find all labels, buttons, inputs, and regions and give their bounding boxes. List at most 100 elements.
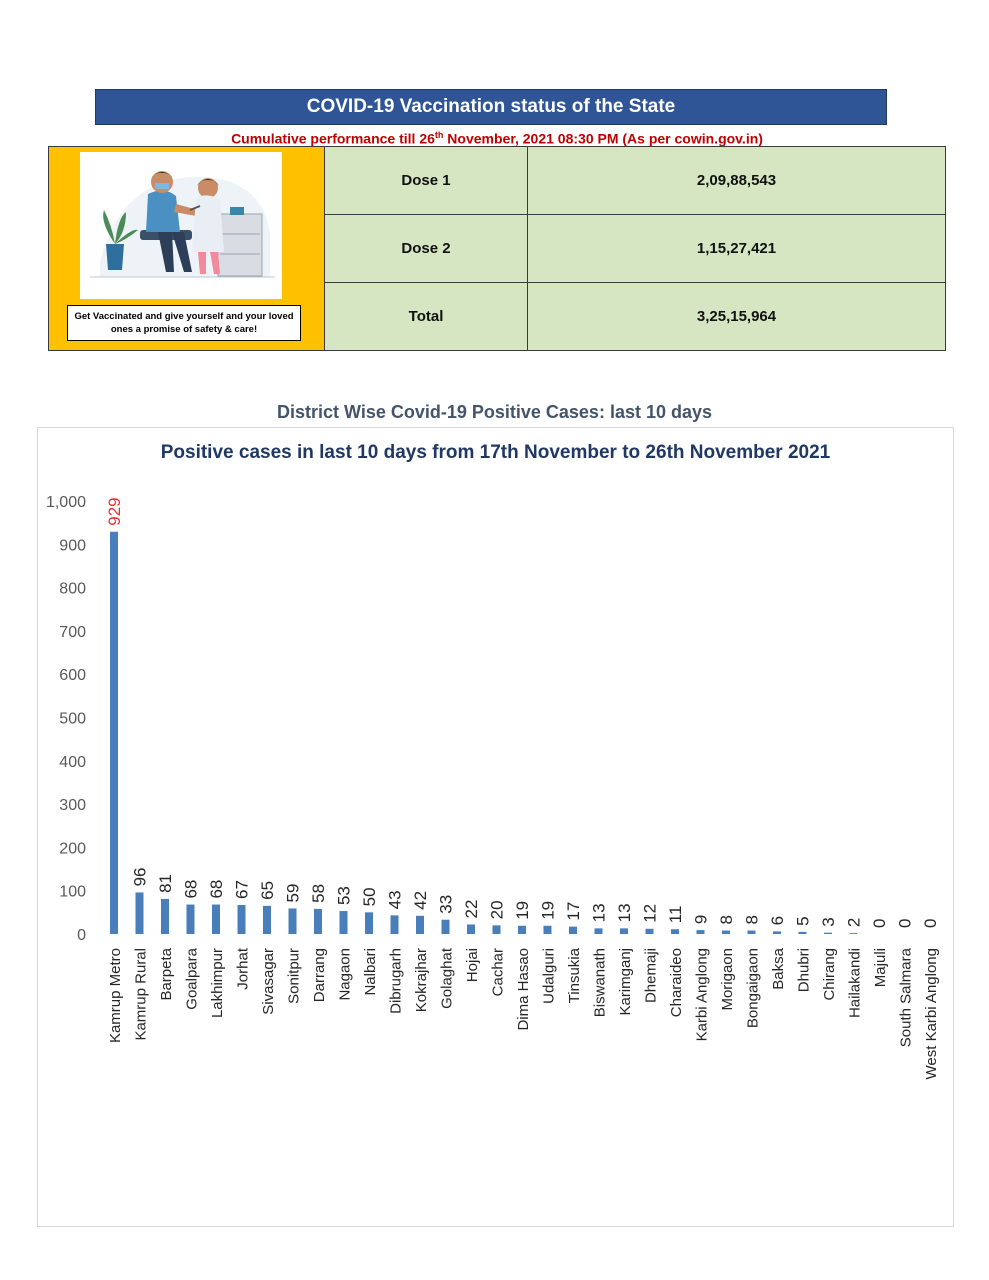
data-label: 0 (870, 919, 889, 928)
subtitle-part-2: November, 2021 08:30 PM (As per cowin.go… (443, 130, 763, 147)
x-tick-label: West Karbi Anglong (923, 948, 940, 1079)
bar (314, 908, 322, 934)
y-tick-label: 800 (59, 581, 86, 598)
bar (594, 928, 603, 934)
data-label: 13 (615, 903, 634, 922)
x-tick-label: Kamrup Rural (133, 948, 150, 1041)
bar (237, 904, 246, 934)
bar (212, 904, 220, 934)
x-tick-label: Cachar (490, 948, 507, 996)
bar (696, 930, 705, 934)
bar (824, 932, 832, 934)
y-tick-label: 700 (59, 624, 86, 641)
data-label: 11 (666, 906, 685, 924)
bar (110, 531, 118, 934)
y-tick-label: 1,000 (46, 494, 86, 511)
total-label: Total (324, 282, 528, 351)
x-tick-label: Tinsukia (566, 947, 583, 1003)
data-label: 5 (794, 916, 813, 925)
y-tick-label: 500 (59, 711, 86, 728)
x-tick-label: Dhubri (796, 948, 813, 992)
x-tick-label: Majuli (872, 948, 889, 987)
vaccination-subtitle: Cumulative performance till 26th Novembe… (48, 126, 946, 148)
data-label: 67 (233, 880, 252, 899)
section-title: District Wise Covid-19 Positive Cases: l… (276, 402, 713, 422)
y-tick-label: 900 (59, 537, 86, 554)
total-value: 3,25,15,964 (527, 282, 946, 351)
x-tick-label: Sivasagar (260, 948, 277, 1015)
data-label: 6 (768, 916, 787, 925)
x-tick-label: Baksa (770, 947, 787, 989)
data-label: 43 (386, 890, 405, 909)
x-tick-label: Morigaon (719, 948, 736, 1011)
x-tick-label: Biswanath (592, 948, 609, 1017)
x-tick-label: Dhemaji (643, 948, 660, 1003)
data-label: 0 (896, 919, 915, 928)
x-tick-label: Goalpara (184, 947, 201, 1009)
bar (416, 915, 424, 934)
chart-container: Positive cases in last 10 days from 17th… (37, 427, 954, 1227)
vaccination-banner-title: COVID-19 Vaccination status of the State (95, 89, 887, 125)
subtitle-part-1: Cumulative performance till 26 (231, 130, 435, 147)
x-tick-label: Darrang (311, 948, 328, 1002)
data-label: 13 (590, 903, 609, 922)
data-label: 17 (564, 902, 583, 921)
data-label: 12 (641, 904, 660, 923)
y-tick-label: 200 (59, 840, 86, 857)
bar (773, 931, 781, 934)
y-tick-label: 100 (59, 884, 86, 901)
data-label: 68 (207, 880, 226, 899)
y-tick-label: 400 (59, 754, 86, 771)
bar (722, 930, 730, 934)
x-tick-label: Nalbari (362, 948, 379, 996)
bar (492, 925, 501, 934)
dose-1-value: 2,09,88,543 (527, 146, 946, 215)
chart-title: Positive cases in last 10 days from 17th… (160, 442, 831, 463)
bar (339, 911, 348, 934)
x-tick-label: Nagaon (337, 948, 354, 1001)
x-tick-label: Sonitpur (286, 948, 303, 1004)
x-tick-label: Dibrugarh (388, 948, 405, 1014)
data-label: 59 (284, 884, 303, 903)
data-label: 42 (411, 891, 430, 910)
dose-2-label: Dose 2 (324, 214, 528, 283)
x-tick-label: Barpeta (158, 947, 175, 1000)
x-tick-label: Kamrup Metro (107, 948, 124, 1043)
bar (186, 904, 195, 934)
table-row: Get Vaccinated and give yourself and you… (48, 146, 946, 351)
bar (620, 928, 628, 934)
data-label: 81 (156, 874, 175, 893)
data-label: 929 (105, 497, 124, 525)
bar (365, 912, 373, 934)
bar (518, 925, 526, 934)
bar (543, 925, 552, 934)
x-tick-label: Charaideo (668, 948, 685, 1017)
x-tick-label: Bongaigaon (745, 948, 762, 1028)
bar (161, 898, 169, 934)
data-label: 9 (692, 915, 711, 924)
vaccination-table: Get Vaccinated and give yourself and you… (48, 146, 946, 351)
vaccination-illustration (80, 152, 282, 299)
table-row: Dose 2 1,15,27,421 (49, 214, 946, 283)
data-label: 53 (335, 886, 354, 905)
data-label: 65 (258, 881, 277, 900)
y-tick-label: 600 (59, 667, 86, 684)
bar (645, 928, 654, 934)
data-label: 22 (462, 900, 481, 919)
table-row: Total 3,25,15,964 (49, 282, 946, 351)
bar (288, 908, 297, 934)
y-tick-label: 0 (77, 927, 86, 944)
bar (798, 931, 807, 934)
x-tick-label: Lakhimpur (209, 948, 226, 1018)
y-tick-label: 300 (59, 797, 86, 814)
x-tick-label: Golaghat (439, 947, 456, 1009)
x-tick-label: Dima Hasao (515, 948, 532, 1031)
bar (441, 919, 450, 934)
bar (390, 915, 399, 934)
data-label: 8 (743, 915, 762, 924)
vaccination-caption: Get Vaccinated and give yourself and you… (67, 305, 301, 341)
x-tick-label: Udalguri (541, 948, 558, 1004)
dose-1-label: Dose 1 (324, 146, 528, 215)
x-tick-label: Jorhat (235, 947, 252, 990)
bar (671, 929, 679, 934)
